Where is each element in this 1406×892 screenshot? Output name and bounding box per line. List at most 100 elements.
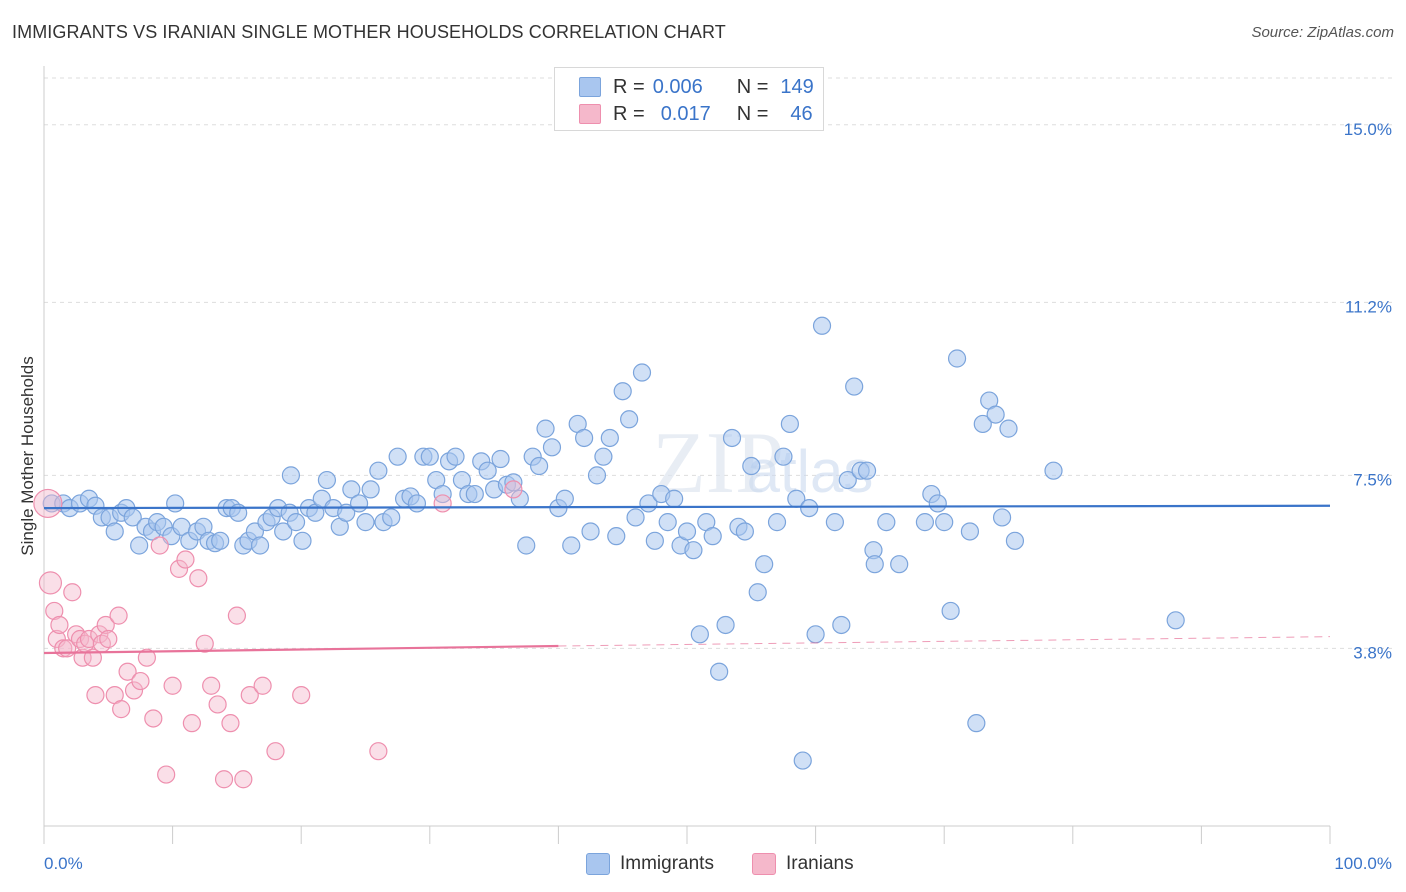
immigrants-point bbox=[382, 508, 401, 527]
immigrants-point bbox=[281, 466, 301, 485]
iranians-point bbox=[137, 648, 156, 667]
immigrants-point bbox=[420, 447, 439, 466]
immigrants-point bbox=[967, 714, 986, 733]
immigrants-point bbox=[838, 470, 857, 490]
iranians-point bbox=[504, 480, 523, 499]
iranians-point bbox=[253, 676, 272, 695]
immigrants-point bbox=[665, 489, 684, 508]
immigrants-point bbox=[684, 541, 703, 560]
iranians-point bbox=[182, 714, 201, 733]
iranians-point bbox=[63, 583, 82, 602]
iranians-point bbox=[50, 615, 69, 635]
iranians-point bbox=[369, 742, 388, 761]
legend-n-value: 149 bbox=[780, 75, 814, 98]
immigrants-point bbox=[433, 484, 452, 504]
legend-r-label: R = bbox=[613, 102, 645, 125]
immigrants-point bbox=[960, 522, 980, 541]
immigrants-point bbox=[536, 419, 555, 438]
immigrants-point bbox=[645, 531, 664, 550]
immigrants-point bbox=[755, 555, 774, 574]
immigrants-point bbox=[581, 522, 600, 541]
immigrants-point bbox=[491, 449, 510, 469]
chart-title: IMMIGRANTS VS IRANIAN SINGLE MOTHER HOUS… bbox=[12, 22, 726, 42]
y-tick-label: 3.8% bbox=[1353, 643, 1392, 662]
immigrants-point bbox=[780, 414, 799, 434]
immigrants-point bbox=[286, 513, 306, 532]
immigrants-point bbox=[607, 527, 626, 546]
immigrants-point bbox=[774, 447, 793, 466]
immigrants-point bbox=[105, 522, 124, 541]
immigrants-legend-swatch bbox=[586, 853, 610, 875]
iranians-trendline bbox=[43, 644, 559, 655]
immigrants-point bbox=[1005, 531, 1025, 550]
immigrants-point bbox=[361, 480, 380, 499]
immigrants-point bbox=[825, 513, 844, 532]
immigrants-point bbox=[594, 447, 613, 466]
immigrants-point bbox=[342, 480, 361, 499]
immigrants-swatch bbox=[579, 77, 601, 97]
iranians-point bbox=[150, 536, 169, 555]
immigrants-point bbox=[349, 494, 369, 513]
immigrants-point bbox=[767, 513, 787, 532]
iranians-point bbox=[433, 494, 452, 513]
immigrants-point bbox=[517, 536, 536, 555]
immigrants-point bbox=[915, 513, 935, 532]
legend-row-immigrants: R = 0.006 N = 149 bbox=[579, 75, 814, 99]
immigrants-point bbox=[710, 662, 729, 681]
legend-row-iranians: R = 0.017 N = 46 bbox=[579, 102, 813, 126]
immigrants-point bbox=[562, 536, 581, 555]
legend-n-value: 46 bbox=[790, 102, 813, 125]
y-tick-label: 7.5% bbox=[1353, 470, 1392, 489]
immigrants-legend-label: Immigrants bbox=[620, 853, 714, 874]
stats-legend: R = 0.006 N = 149 R = 0.017 N = 46 bbox=[554, 67, 824, 131]
iranians-point bbox=[208, 695, 227, 714]
legend-r-value: 0.017 bbox=[660, 102, 711, 125]
iranians-point bbox=[163, 676, 182, 695]
immigrants-trendline bbox=[43, 504, 1331, 510]
immigrants-point bbox=[658, 513, 677, 532]
immigrants-point bbox=[356, 513, 375, 532]
iranians-point bbox=[221, 714, 240, 733]
iranians-point bbox=[240, 685, 259, 705]
immigrants-point bbox=[806, 625, 825, 644]
immigrants-point bbox=[992, 508, 1012, 527]
immigrants-point bbox=[211, 531, 230, 550]
iranians-point bbox=[124, 681, 144, 700]
immigrants-point bbox=[388, 447, 407, 466]
iranians-trendline-extension bbox=[558, 636, 1331, 647]
iranians-point bbox=[96, 615, 115, 635]
immigrants-point bbox=[722, 428, 742, 448]
immigrants-point bbox=[446, 447, 465, 466]
immigrants-point bbox=[530, 456, 549, 476]
iranians-point bbox=[112, 700, 131, 719]
iranians-point bbox=[176, 550, 195, 569]
immigrants-point bbox=[555, 489, 574, 508]
iranians-point bbox=[157, 765, 176, 784]
immigrants-point bbox=[748, 583, 767, 602]
immigrants-point bbox=[620, 410, 639, 429]
immigrants-point bbox=[832, 615, 851, 635]
immigrants-point bbox=[1166, 611, 1185, 630]
immigrants-point bbox=[947, 349, 967, 368]
x-tick-label-max: 100.0% bbox=[1334, 854, 1392, 873]
iranians-point bbox=[234, 770, 253, 789]
legend-n-label: N = bbox=[736, 102, 769, 125]
iranians-point bbox=[109, 606, 128, 625]
immigrants-point bbox=[742, 456, 761, 476]
iranians-point bbox=[202, 676, 221, 695]
bottom-legend-immigrants: Immigrants bbox=[586, 852, 714, 876]
immigrants-point bbox=[542, 438, 562, 457]
immigrants-point bbox=[986, 405, 1005, 424]
iranians-swatch bbox=[579, 104, 601, 124]
iranians-point bbox=[214, 770, 234, 789]
immigrants-point bbox=[587, 466, 607, 485]
chart-source: Source: ZipAtlas.com bbox=[1251, 24, 1394, 41]
immigrants-point bbox=[703, 527, 722, 546]
immigrants-point bbox=[999, 419, 1018, 438]
iranians-point bbox=[33, 488, 63, 519]
immigrants-point bbox=[1044, 461, 1063, 480]
legend-r-value: 0.006 bbox=[652, 75, 703, 98]
immigrants-point bbox=[632, 363, 652, 382]
immigrants-point bbox=[575, 428, 594, 448]
